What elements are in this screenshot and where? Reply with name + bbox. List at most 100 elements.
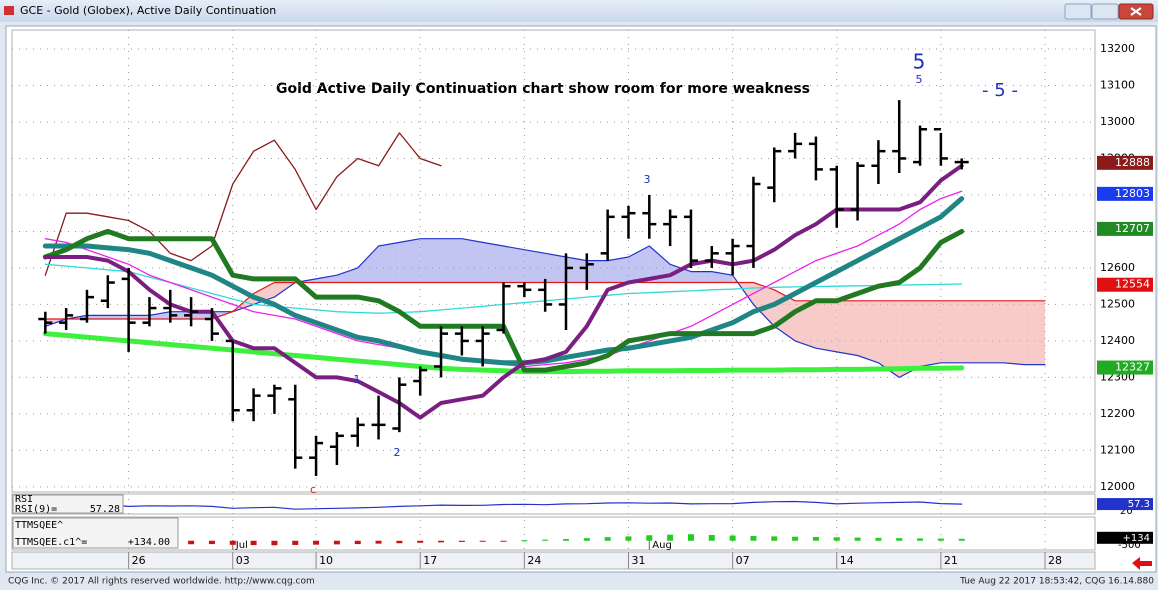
x-tick-label: 03 [236,554,250,567]
ttm-last-label: +134 [1123,533,1150,544]
ttm-bar [729,535,736,541]
rsi-tick-label: 20 [1120,506,1133,517]
app-icon [4,6,14,15]
annotation: 3 [644,173,651,186]
minimize-button[interactable] [1064,3,1092,20]
ttm-label: TTMSQEE^ [15,520,63,531]
indicator-line [42,331,965,375]
cloud-fill [795,300,816,349]
ttm-label-box [12,517,179,549]
y-tick-label: 13200 [1100,42,1135,55]
price-label-box [1097,186,1153,201]
cloud-fill [336,267,358,283]
y-tick-label: 12400 [1100,334,1135,347]
ttm-bar [812,536,819,541]
ttm-bar [604,537,611,541]
x-tick-label: 10 [319,554,333,567]
y-tick-label: 12500 [1100,297,1135,310]
annotation: c [310,483,316,496]
chart-title: Gold Active Daily Continuation chart sho… [276,81,810,97]
ttm-bar [854,537,861,541]
footer-left: CQG Inc. © 2017 All rights reserved worl… [8,577,315,587]
cloud-fill [1024,300,1046,365]
rsi-readout: 57.28 [90,504,120,515]
x-tick-label: 28 [1048,554,1062,567]
ttm-bar [750,535,757,541]
ttm-last-box [1097,531,1153,544]
scroll-arrow[interactable] [1132,557,1152,570]
ttm-bar [188,540,195,545]
price-label: 12707 [1115,222,1150,235]
ttm-bar [313,540,320,545]
ttm-readout: +134.00 [128,537,170,548]
maximize-button[interactable] [1091,3,1119,20]
ttm-bar [333,540,340,545]
cloud-fill [170,311,192,320]
cloud-fill [753,282,775,327]
ttm-bar [917,538,924,541]
annotation: 5 [916,73,923,86]
ttm-bar [958,538,965,541]
ttm-bar [354,540,361,545]
title-bar [0,0,1158,22]
ttm-bar [667,534,674,541]
cloud-fill [565,256,587,283]
ttm-bar [792,536,799,541]
y-tick-label: 12100 [1100,443,1135,456]
cloud-fill [107,315,129,320]
cloud-fill [461,238,483,283]
cloud-fill [149,311,171,320]
rsi-readout-label: RSI(9)= [15,504,57,515]
cloud-fill [545,253,566,283]
y-tick-label: 13100 [1100,78,1135,91]
cloud-fill [940,300,962,363]
price-label-box [1097,221,1153,236]
cloud-fill [857,300,879,363]
y-tick-label: 12200 [1100,407,1135,420]
cloud-fill [357,246,379,283]
month-label: Aug [652,540,672,551]
cloud-fill [982,300,1004,363]
x-tick-label: 17 [423,554,437,567]
cloud-fill [878,300,900,378]
price-label: 12554 [1115,278,1150,291]
annotation: 2 [394,446,401,459]
ttm-bar [479,540,486,542]
ttm-tick-label: -500 [1118,540,1141,551]
annotation: 1 [354,373,361,386]
ttm-bar [229,540,236,545]
price-label-box [1097,360,1153,375]
ttm-bar [646,535,653,541]
y-tick-label: 12000 [1100,480,1135,493]
cloud-fill [503,246,525,283]
ttm-bar [542,539,549,541]
ttm-bar [625,536,632,541]
cloud-fill [815,300,837,352]
price-label-box [1097,155,1153,170]
rsi-label: RSI [15,494,33,505]
x-tick-label: 24 [527,554,541,567]
ttm-bar [521,540,528,542]
footer-right: Tue Aug 22 2017 18:53:42, CQG 16.14.880 [959,577,1154,587]
ttm-bar [438,540,445,543]
indicator-line [44,132,442,276]
ttm-bar [417,540,424,543]
ttm-bar [937,538,944,541]
ttm-panel [11,516,1096,551]
ttm-bar [396,540,403,544]
ttm-bar [708,534,715,541]
x-tick-label: 21 [944,554,958,567]
cloud-fill [690,271,712,283]
price-label: 12803 [1115,187,1150,200]
y-tick-label: 13000 [1100,115,1135,128]
price-label: 12888 [1115,156,1150,169]
window-title: GCE - Gold (Globex), Active Daily Contin… [20,4,276,17]
month-label: Jul [235,540,248,551]
ttm-bar [500,540,507,542]
cloud-fill [86,315,108,320]
ttm-bar [375,540,382,544]
cloud-fill [441,238,462,283]
cloud-fill [482,242,504,283]
annotation: 5 [913,50,926,74]
